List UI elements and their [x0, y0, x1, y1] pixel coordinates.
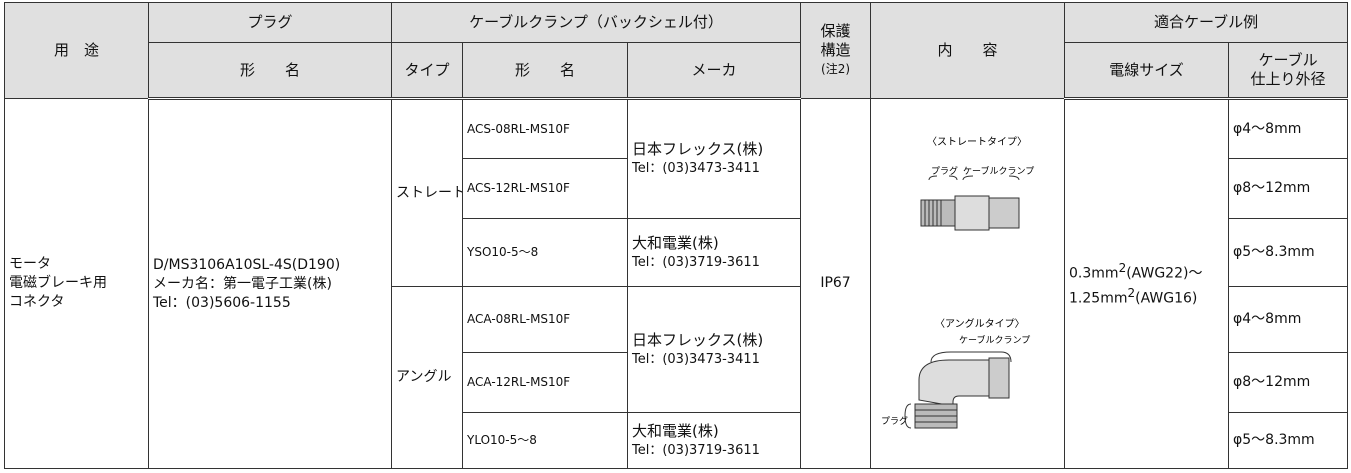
- header-row: 形 名 タイプ 形 名 メーカ 電線サイズ ケーブル 仕上り外径: [5, 42, 1349, 100]
- row: アングル ACA-08RL-MS10F 日本フレックス(株) Tel：(03)3…: [5, 286, 1349, 469]
- wire-size-line: 1.25mm2(AWG16): [1069, 284, 1224, 309]
- maker-cell: 大和電業(株) Tel：(03)3719-3611: [626, 218, 802, 287]
- maker-tel: Tel：(03)3473-3411: [632, 161, 760, 176]
- maker-name: 日本フレックス(株): [632, 140, 764, 158]
- diameter-cell: φ4～8mm: [1228, 98, 1349, 159]
- plug-line: Tel：(03)5606-1155: [153, 294, 291, 311]
- wire-size-text: 1.25mm: [1069, 290, 1128, 307]
- row: モータ 電磁ブレーキ用 コネクタ D/MS3106A10SL-4S(D190) …: [4, 98, 1349, 469]
- row: YSO10-5～8 大和電業(株) Tel：(03)3719-3611 φ5～8…: [5, 218, 1349, 287]
- header-cell: ケーブル 仕上り外径: [1228, 42, 1349, 100]
- diameter-cell: φ8～12mm: [1228, 158, 1349, 219]
- wire-size-sup: 2: [1118, 261, 1127, 276]
- wire-size-cell: 0.3mm2(AWG22)～ 1.25mm2(AWG16): [1064, 98, 1230, 469]
- type-cell: ストレート: [391, 98, 463, 287]
- header-line: ケーブル: [1258, 51, 1318, 69]
- header-cell: 形 名: [148, 42, 392, 100]
- row: YLO10-5～8 大和電業(株) Tel：(03)3719-3611 φ5～8…: [5, 412, 1349, 469]
- diagram-label: 〈アングルタイプ〉: [935, 317, 1025, 330]
- type-cell: アングル: [391, 286, 463, 469]
- wire-size-text: (AWG22)～: [1126, 266, 1203, 282]
- ribs: [924, 199, 942, 226]
- diameter-cell: φ4～8mm: [1228, 286, 1349, 353]
- header-cell: タイプ: [391, 42, 463, 100]
- connector-table: 用 途 プラグ ケーブルクランプ（バックシェル付） 保護 構造 (注2) 内 容…: [4, 2, 1349, 469]
- ribs: [915, 409, 958, 422]
- maker-cell: 日本フレックス(株) Tel：(03)3473-3411: [626, 98, 802, 219]
- header-cell: 電線サイズ: [1064, 42, 1230, 100]
- maker-cell: 大和電業(株) Tel：(03)3719-3611: [626, 412, 802, 469]
- model-cell: ACA-12RL-MS10F: [462, 352, 628, 413]
- usage-line: コネクタ: [9, 294, 65, 310]
- header-cell: 形 名: [462, 42, 628, 100]
- header-cell: 保護 構造 (注2): [800, 2, 872, 99]
- usage-line: 電磁ブレーキ用: [9, 275, 107, 291]
- plug-shape: [920, 199, 956, 226]
- clamp-shape: [954, 195, 990, 230]
- row: ACA-12RL-MS10F φ8～12mm: [5, 352, 1349, 413]
- plug-line: メーカ名：第一電子工業(株): [153, 275, 332, 292]
- diagram-label: ケーブルクランプ: [959, 334, 1030, 346]
- maker-name: 大和電業(株): [632, 421, 719, 440]
- plug-line: D/MS3106A10SL-4S(D190): [153, 256, 341, 273]
- header-cell: 適合ケーブル例: [1064, 2, 1349, 43]
- header-row: 用 途 プラグ ケーブルクランプ（バックシェル付） 保護 構造 (注2) 内 容…: [4, 2, 1349, 99]
- diameter-cell: φ8～12mm: [1228, 352, 1349, 413]
- bracket: [928, 175, 1020, 180]
- protection-cell: IP67: [800, 98, 872, 469]
- header-line: (注2): [821, 62, 851, 76]
- wire-size-sup: 2: [1127, 286, 1136, 300]
- header-cell: メーカ: [626, 42, 802, 100]
- header-cell: ケーブルクランプ（バックシェル付）: [390, 2, 802, 43]
- elbow-shape: [918, 359, 990, 407]
- diagram-label: 〈ストレートタイプ〉: [927, 136, 1027, 148]
- wire-size-text: (AWG16): [1135, 290, 1198, 307]
- model-cell: ACS-12RL-MS10F: [462, 158, 628, 219]
- maker-tel: Tel：(03)3719-3611: [632, 254, 760, 270]
- plug-cell: D/MS3106A10SL-4S(D190) メーカ名：第一電子工業(株) Te…: [148, 98, 392, 469]
- clamp-nut: [988, 197, 1020, 228]
- diagram-label: プラグ: [931, 165, 958, 177]
- model-cell: YLO10-5～8: [462, 412, 628, 469]
- header-line: 保護: [820, 22, 851, 40]
- maker-name: 日本フレックス(株): [632, 330, 764, 349]
- model-cell: ACS-08RL-MS10F: [462, 98, 628, 159]
- model-cell: YSO10-5～8: [462, 218, 628, 287]
- connector-diagram: 〈ストレートタイプ〉 プラグ ケーブルクランプ 〈アングルタイプ〉 ケーブルクラ…: [881, 136, 1034, 428]
- usage-cell: モータ 電磁ブレーキ用 コネクタ: [4, 98, 149, 469]
- maker-name: 大和電業(株): [632, 233, 719, 252]
- model-cell: ACA-08RL-MS10F: [462, 286, 628, 353]
- wire-size-text: 0.3mm: [1069, 266, 1119, 282]
- diameter-cell: φ5～8.3mm: [1228, 412, 1349, 469]
- maker-tel: Tel：(03)3473-3411: [632, 351, 760, 367]
- header-cell: 内 容: [870, 2, 1066, 99]
- header-cell: 用 途: [4, 2, 149, 99]
- diagram-label: プラグ: [881, 415, 908, 427]
- clamp-nut: [988, 357, 1010, 398]
- usage-line: モータ: [9, 256, 51, 272]
- header-cell: プラグ: [148, 2, 392, 43]
- contents-cell: 〈ストレートタイプ〉 プラグ ケーブルクランプ 〈アングルタイプ〉 ケーブルクラ…: [870, 98, 1066, 469]
- header-line: 構造: [820, 41, 851, 59]
- maker-tel: Tel：(03)3719-3611: [632, 442, 760, 458]
- diagram-label: ケーブルクランプ: [963, 165, 1034, 177]
- maker-cell: 日本フレックス(株) Tel：(03)3473-3411: [626, 286, 802, 413]
- bracket: [904, 403, 912, 428]
- diameter-cell: φ5～8.3mm: [1228, 218, 1349, 287]
- bracket: [930, 351, 1012, 362]
- header-line: 仕上り外径: [1250, 70, 1326, 88]
- wire-size-line: 0.3mm2(AWG22)～: [1069, 259, 1224, 284]
